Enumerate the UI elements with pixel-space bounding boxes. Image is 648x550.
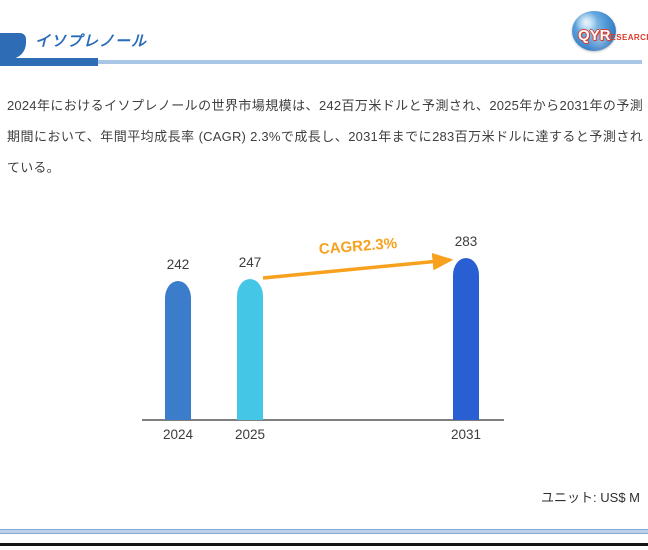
bar-2025 — [237, 279, 263, 420]
unit-label: ユニット: US$ M — [541, 490, 640, 505]
bar-value-label: 283 — [454, 234, 478, 249]
logo-qyr-text: QYR — [578, 27, 611, 44]
bar-2031 — [453, 258, 479, 420]
x-axis-label: 2024 — [162, 427, 194, 442]
market-summary-text: 2024年におけるイソプレノールの世界市場規模は、242百万米ドルと予測され、2… — [7, 98, 643, 175]
page-title: イソプレノール — [35, 33, 148, 50]
cagr-annotation: CAGR2.3% — [318, 234, 398, 259]
header-underline-thick — [0, 58, 98, 66]
globe-icon — [572, 11, 616, 51]
x-axis-label: 2031 — [450, 427, 482, 442]
header-underline-thin — [98, 60, 642, 64]
logo-wordmark: QYRESEARCH — [578, 27, 648, 45]
bottom-border — [0, 543, 648, 546]
logo-research-text: ESEARCH — [610, 33, 648, 42]
bar-value-label: 247 — [238, 255, 262, 270]
footer-divider — [0, 529, 648, 534]
qyresearch-logo: QYRESEARCH — [570, 10, 648, 52]
bar-2024 — [165, 281, 191, 420]
bar-value-label: 242 — [166, 257, 190, 272]
x-axis-label: 2025 — [234, 427, 266, 442]
x-axis-line — [142, 419, 504, 421]
